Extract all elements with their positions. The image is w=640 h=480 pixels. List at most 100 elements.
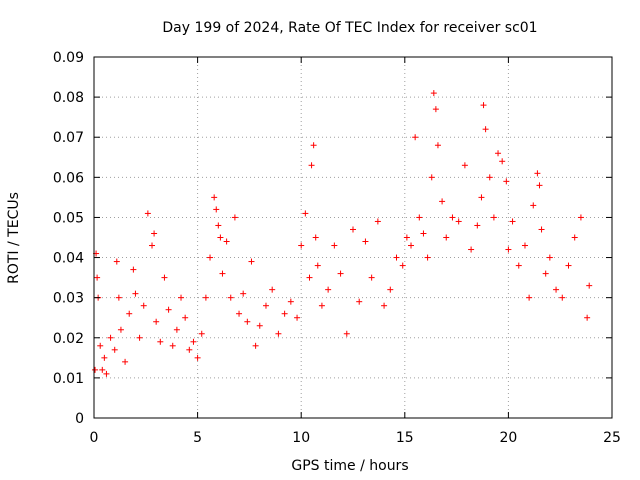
- data-point: [190, 338, 197, 345]
- data-point: [294, 314, 301, 321]
- data-point: [244, 318, 251, 325]
- data-point: [534, 170, 541, 177]
- data-point: [186, 346, 193, 353]
- data-point: [182, 314, 189, 321]
- data-point: [310, 142, 317, 149]
- data-point: [256, 322, 263, 329]
- data-point: [584, 314, 591, 321]
- data-point: [213, 206, 220, 213]
- data-point: [530, 202, 537, 209]
- x-tick-label: 5: [193, 430, 202, 446]
- data-point: [144, 210, 151, 217]
- data-point: [356, 298, 363, 305]
- data-point: [337, 270, 344, 277]
- y-tick-label: 0.09: [53, 50, 84, 66]
- y-tick-label: 0.02: [53, 331, 84, 347]
- data-point: [318, 302, 325, 309]
- x-tick-label: 15: [396, 430, 414, 446]
- data-point: [99, 366, 106, 373]
- data-point: [559, 294, 566, 301]
- data-point: [227, 294, 234, 301]
- data-point: [111, 346, 118, 353]
- data-point: [287, 298, 294, 305]
- data-point: [461, 162, 468, 169]
- data-point: [374, 218, 381, 225]
- data-point: [275, 330, 282, 337]
- data-point: [343, 330, 350, 337]
- y-tick-label: 0.08: [53, 90, 84, 106]
- data-point: [468, 246, 475, 253]
- data-point: [515, 262, 522, 269]
- data-point: [482, 126, 489, 133]
- data-points: [92, 90, 593, 377]
- data-point: [132, 290, 139, 297]
- x-tick-label: 25: [603, 430, 621, 446]
- x-tick-label: 20: [499, 430, 517, 446]
- data-point: [325, 286, 332, 293]
- data-point: [434, 142, 441, 149]
- data-point: [577, 214, 584, 221]
- y-tick-label: 0.07: [53, 130, 84, 146]
- data-point: [368, 274, 375, 281]
- data-point: [439, 198, 446, 205]
- data-point: [408, 242, 415, 249]
- data-point: [420, 230, 427, 237]
- data-point: [140, 302, 147, 309]
- x-axis-label: GPS time / hours: [291, 458, 408, 474]
- data-point: [503, 178, 510, 185]
- data-point: [198, 330, 205, 337]
- data-point: [262, 302, 269, 309]
- data-point: [219, 270, 226, 277]
- data-point: [536, 182, 543, 189]
- data-point: [399, 262, 406, 269]
- y-tick-label: 0.05: [53, 210, 84, 226]
- data-point: [302, 210, 309, 217]
- data-point: [546, 254, 553, 261]
- data-point: [412, 134, 419, 141]
- data-point: [495, 150, 502, 157]
- y-axis-label: ROTI / TECUs: [6, 192, 22, 284]
- data-point: [169, 342, 176, 349]
- y-tick-label: 0: [75, 411, 84, 427]
- data-point: [509, 218, 516, 225]
- data-point: [107, 334, 114, 341]
- data-point: [480, 102, 487, 109]
- data-point: [521, 242, 528, 249]
- data-point: [207, 254, 214, 261]
- data-point: [403, 234, 410, 241]
- data-point: [486, 174, 493, 181]
- y-tick-label: 0.01: [53, 371, 84, 387]
- data-point: [362, 238, 369, 245]
- data-point: [538, 226, 545, 233]
- data-point: [149, 242, 156, 249]
- data-point: [416, 214, 423, 221]
- data-point: [122, 358, 129, 365]
- data-point: [526, 294, 533, 301]
- data-point: [236, 310, 243, 317]
- data-point: [194, 354, 201, 361]
- plot-frame: [93, 56, 613, 419]
- data-point: [248, 258, 255, 265]
- x-tick-label: 0: [90, 430, 99, 446]
- data-point: [217, 234, 224, 241]
- data-point: [97, 342, 104, 349]
- data-point: [165, 306, 172, 313]
- axis-ticks: 0 5 10 15 20 25 0 0.01 0.02 0.03 0.04 0.05 0.06 0.07 0…: [53, 50, 621, 446]
- data-point: [571, 234, 578, 241]
- data-point: [331, 242, 338, 249]
- data-point: [153, 318, 160, 325]
- data-point: [136, 334, 143, 341]
- data-point: [387, 286, 394, 293]
- data-point: [252, 342, 259, 349]
- data-point: [393, 254, 400, 261]
- data-point: [117, 326, 124, 333]
- data-point: [281, 310, 288, 317]
- data-point: [215, 222, 222, 229]
- data-point: [94, 274, 101, 281]
- data-point: [130, 266, 137, 273]
- data-point: [499, 158, 506, 165]
- data-point: [314, 262, 321, 269]
- data-point: [478, 194, 485, 201]
- data-point: [240, 290, 247, 297]
- data-point: [101, 354, 108, 361]
